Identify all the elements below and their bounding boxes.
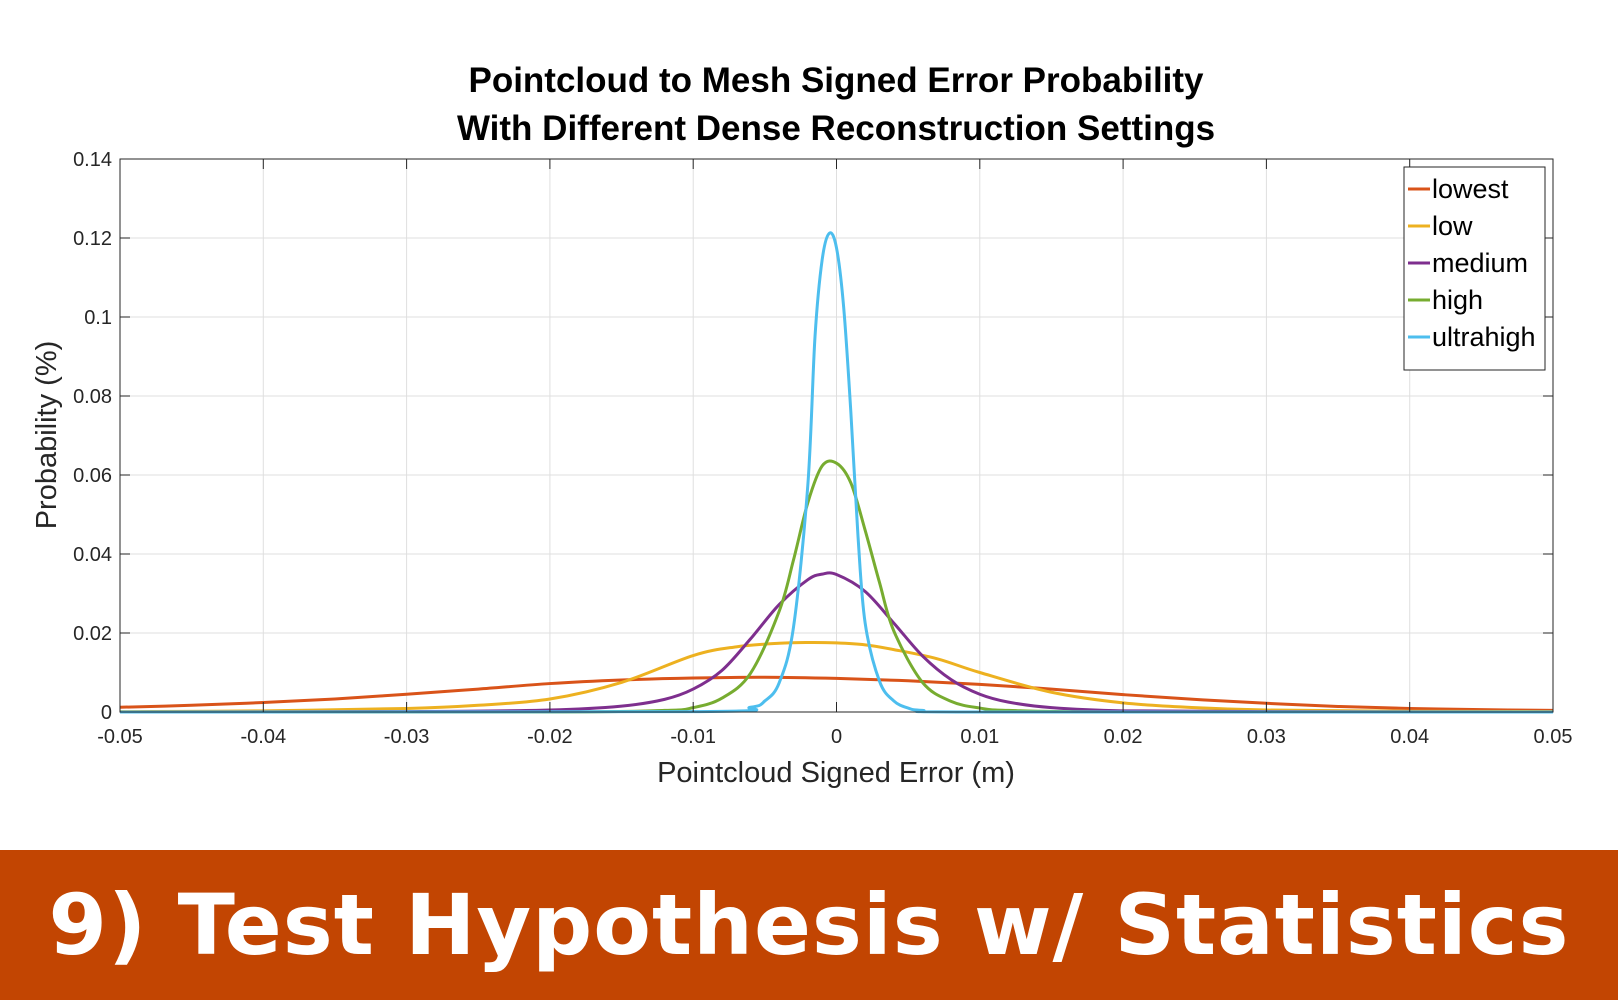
- y-tick-label: 0.08: [73, 386, 112, 408]
- x-tick-label: -0.03: [384, 726, 430, 748]
- x-tick-label: -0.01: [670, 726, 716, 748]
- x-tick-label: 0.04: [1390, 726, 1429, 748]
- x-tick-label: 0.05: [1534, 726, 1573, 748]
- chart-title-line-1: Pointcloud to Mesh Signed Error Probabil…: [468, 61, 1204, 100]
- legend-label-lowest: lowest: [1432, 174, 1509, 204]
- legend-label-high: high: [1432, 285, 1483, 315]
- y-axis-label: Probability (%): [31, 341, 63, 530]
- legend-label-medium: medium: [1432, 248, 1528, 278]
- legend: lowest low medium high ultrahigh: [1403, 166, 1546, 371]
- x-tick-label: 0.01: [960, 726, 999, 748]
- series-line-lowest: [119, 675, 1554, 712]
- ticks: -0.05 -0.04 -0.03 -0.02 -0.01 0 0.01 0.02 0.03 0.…: [73, 149, 1572, 748]
- y-tick-label: 0.06: [73, 465, 112, 487]
- series-line-high: [120, 459, 1553, 714]
- series-layer: [119, 231, 1554, 714]
- x-tick-label: -0.04: [241, 726, 287, 748]
- y-tick-label: 0.14: [73, 149, 112, 171]
- legend-label-low: low: [1432, 211, 1473, 241]
- banner-title: 9) Test Hypothesis w/ Statistics: [48, 876, 1570, 974]
- y-tick-label: 0.04: [73, 544, 112, 566]
- x-tick-label: -0.02: [527, 726, 573, 748]
- series-line-ultrahigh: [119, 231, 1553, 714]
- y-tick-label: 0.1: [84, 307, 112, 329]
- y-tick-label: 0: [101, 702, 112, 724]
- x-axis-label: Pointcloud Signed Error (m): [657, 757, 1015, 789]
- chart: Pointcloud to Mesh Signed Error Probabil…: [31, 61, 1572, 789]
- x-tick-label: 0: [831, 726, 842, 748]
- y-tick-label: 0.02: [73, 623, 112, 645]
- chart-title-line-2: With Different Dense Reconstruction Sett…: [457, 109, 1215, 148]
- gridlines: [120, 159, 1553, 712]
- x-tick-label: -0.05: [97, 726, 143, 748]
- legend-label-ultrahigh: ultrahigh: [1432, 322, 1536, 352]
- section-banner: 9) Test Hypothesis w/ Statistics: [0, 850, 1618, 1000]
- series-line-medium: [119, 571, 1554, 714]
- x-tick-label: 0.03: [1247, 726, 1286, 748]
- x-tick-label: 0.02: [1104, 726, 1143, 748]
- series-line-low: [119, 640, 1554, 714]
- y-tick-label: 0.12: [73, 228, 112, 250]
